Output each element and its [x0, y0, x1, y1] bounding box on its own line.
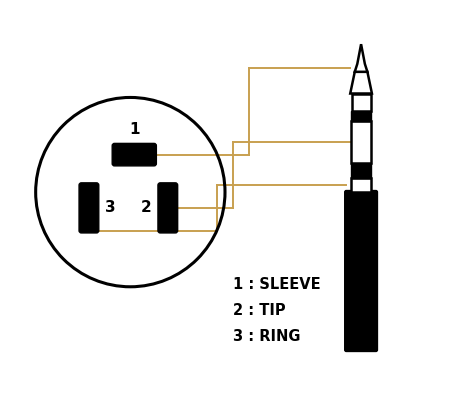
- FancyBboxPatch shape: [345, 190, 378, 352]
- FancyBboxPatch shape: [351, 178, 371, 192]
- Polygon shape: [350, 72, 372, 94]
- Text: 2: 2: [141, 200, 152, 215]
- FancyBboxPatch shape: [158, 183, 178, 233]
- Text: 3: 3: [105, 200, 116, 215]
- Text: 2 : TIP: 2 : TIP: [233, 303, 285, 318]
- FancyBboxPatch shape: [112, 143, 156, 166]
- FancyBboxPatch shape: [351, 121, 371, 162]
- Text: 1: 1: [129, 122, 140, 137]
- FancyBboxPatch shape: [351, 94, 370, 111]
- FancyBboxPatch shape: [79, 183, 99, 233]
- Polygon shape: [355, 44, 367, 72]
- Text: 3 : RING: 3 : RING: [233, 328, 301, 344]
- Text: 1 : SLEEVE: 1 : SLEEVE: [233, 277, 320, 292]
- FancyBboxPatch shape: [351, 111, 371, 121]
- FancyBboxPatch shape: [351, 162, 371, 178]
